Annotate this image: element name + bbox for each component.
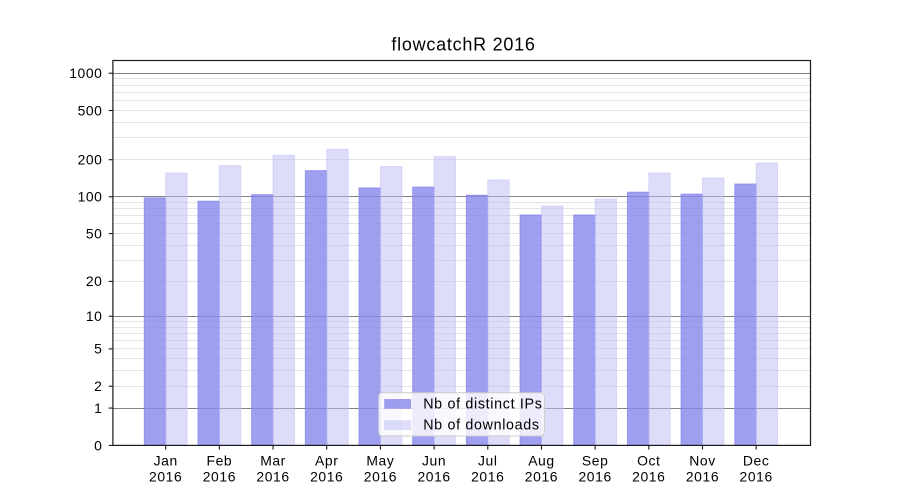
svg-text:2016: 2016 [149, 469, 182, 485]
svg-text:2016: 2016 [203, 469, 236, 485]
svg-text:100: 100 [78, 189, 103, 205]
svg-text:Mar: Mar [260, 452, 286, 468]
svg-text:0: 0 [94, 437, 102, 453]
svg-text:2016: 2016 [471, 469, 504, 485]
svg-text:2016: 2016 [525, 469, 558, 485]
svg-text:2: 2 [94, 378, 102, 394]
svg-text:50: 50 [86, 225, 103, 241]
svg-text:1000: 1000 [69, 65, 102, 81]
svg-text:20: 20 [86, 273, 103, 289]
svg-text:5: 5 [94, 341, 102, 357]
svg-text:2016: 2016 [578, 469, 611, 485]
svg-text:2016: 2016 [417, 469, 450, 485]
svg-text:200: 200 [78, 152, 103, 168]
svg-text:Nov: Nov [689, 452, 716, 468]
svg-text:Jan: Jan [154, 452, 178, 468]
svg-text:flowcatchR 2016: flowcatchR 2016 [391, 34, 535, 54]
svg-text:Nb of downloads: Nb of downloads [423, 418, 540, 434]
svg-text:500: 500 [78, 102, 103, 118]
svg-text:2016: 2016 [310, 469, 343, 485]
svg-text:2016: 2016 [632, 469, 665, 485]
svg-text:Dec: Dec [743, 452, 770, 468]
svg-text:Feb: Feb [207, 452, 233, 468]
svg-text:Nb of distinct IPs: Nb of distinct IPs [423, 396, 542, 412]
svg-text:10: 10 [86, 308, 103, 324]
svg-text:2016: 2016 [256, 469, 289, 485]
svg-text:2016: 2016 [364, 469, 397, 485]
svg-text:2016: 2016 [740, 469, 773, 485]
svg-text:Oct: Oct [637, 452, 660, 468]
svg-text:Jun: Jun [422, 452, 446, 468]
svg-text:Aug: Aug [528, 452, 555, 468]
svg-text:Sep: Sep [582, 452, 609, 468]
svg-text:1: 1 [94, 400, 102, 416]
svg-text:Jul: Jul [478, 452, 498, 468]
svg-text:Apr: Apr [315, 452, 338, 468]
svg-text:May: May [366, 452, 394, 468]
svg-text:2016: 2016 [686, 469, 719, 485]
